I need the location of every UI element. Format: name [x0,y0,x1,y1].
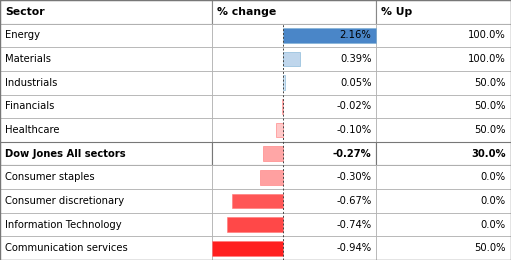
Bar [376,118,511,142]
Bar [283,75,285,90]
Bar [212,236,376,260]
Text: 0.0%: 0.0% [481,219,506,230]
Text: 100.0%: 100.0% [468,54,506,64]
Text: -0.67%: -0.67% [336,196,371,206]
Bar [376,47,511,71]
Text: 30.0%: 30.0% [471,149,506,159]
Bar [233,194,283,208]
Text: 50.0%: 50.0% [474,125,506,135]
Bar [0,95,212,118]
Text: 100.0%: 100.0% [468,30,506,41]
Bar [376,142,511,165]
Bar [212,241,283,256]
Bar [227,217,283,232]
Text: 50.0%: 50.0% [474,101,506,111]
Text: 50.0%: 50.0% [474,78,506,88]
Bar [376,165,511,189]
Bar [376,71,511,95]
Text: Materials: Materials [5,54,51,64]
Bar [376,189,511,213]
Text: Communication services: Communication services [5,243,128,253]
Bar [376,236,511,260]
Text: -0.94%: -0.94% [336,243,371,253]
Bar [0,0,212,24]
Bar [212,189,376,213]
Bar [212,118,376,142]
Text: 0.0%: 0.0% [481,172,506,182]
Bar [212,24,376,47]
Bar [0,236,212,260]
Bar [212,95,376,118]
Text: Consumer staples: Consumer staples [5,172,95,182]
Bar [212,142,376,165]
Text: -0.30%: -0.30% [337,172,371,182]
Bar [0,24,212,47]
Text: -0.02%: -0.02% [336,101,371,111]
Text: 0.0%: 0.0% [481,196,506,206]
Text: Industrials: Industrials [5,78,57,88]
Text: Consumer discretionary: Consumer discretionary [5,196,124,206]
Bar [212,165,376,189]
Bar [212,71,376,95]
Text: 0.05%: 0.05% [340,78,371,88]
Text: Dow Jones All sectors: Dow Jones All sectors [5,149,126,159]
Text: Sector: Sector [5,7,45,17]
Bar [0,118,212,142]
Bar [0,213,212,236]
Bar [212,213,376,236]
Text: Financials: Financials [5,101,55,111]
Text: 0.39%: 0.39% [340,54,371,64]
Text: -0.74%: -0.74% [336,219,371,230]
Text: Energy: Energy [5,30,40,41]
Bar [263,146,283,161]
Bar [283,52,300,66]
Bar [0,189,212,213]
Bar [212,47,376,71]
Bar [0,71,212,95]
Bar [283,28,376,43]
Text: 2.16%: 2.16% [340,30,371,41]
Text: -0.27%: -0.27% [333,149,371,159]
Text: 50.0%: 50.0% [474,243,506,253]
Bar [282,99,283,114]
Text: Healthcare: Healthcare [5,125,60,135]
Bar [261,170,283,185]
Bar [376,95,511,118]
Bar [0,142,212,165]
Bar [212,0,376,24]
Bar [376,213,511,236]
Text: Information Technology: Information Technology [5,219,122,230]
Bar [0,47,212,71]
Bar [275,123,283,137]
Bar [376,0,511,24]
Text: -0.10%: -0.10% [336,125,371,135]
Text: % change: % change [217,7,276,17]
Bar [376,24,511,47]
Bar [0,165,212,189]
Text: % Up: % Up [381,7,412,17]
